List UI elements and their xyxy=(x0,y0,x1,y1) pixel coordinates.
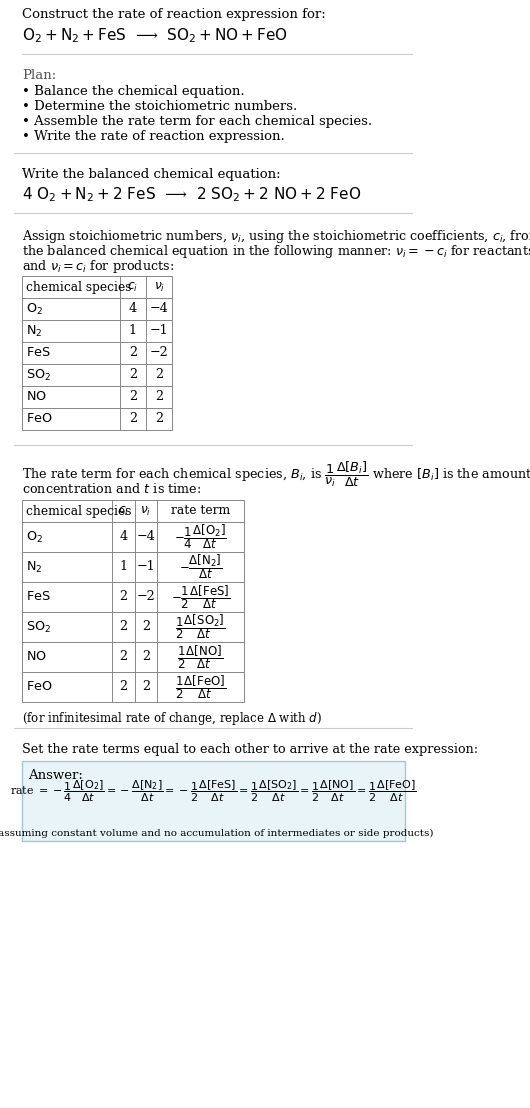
Text: concentration and $t$ is time:: concentration and $t$ is time: xyxy=(22,482,201,496)
Text: • Balance the chemical equation.: • Balance the chemical equation. xyxy=(22,85,244,98)
Text: (for infinitesimal rate of change, replace $\Delta$ with $d$): (for infinitesimal rate of change, repla… xyxy=(22,710,322,727)
Text: Answer:: Answer: xyxy=(28,769,83,782)
Text: Construct the rate of reaction expression for:: Construct the rate of reaction expressio… xyxy=(22,8,325,21)
Text: and $\nu_i = c_i$ for products:: and $\nu_i = c_i$ for products: xyxy=(22,258,174,275)
Text: −2: −2 xyxy=(137,591,155,604)
Bar xyxy=(22,761,405,841)
Text: $\mathrm{N_2}$: $\mathrm{N_2}$ xyxy=(26,560,43,575)
Text: 2: 2 xyxy=(142,650,150,664)
Text: $\dfrac{1}{2}\dfrac{\Delta[\mathrm{NO}]}{\Delta t}$: $\dfrac{1}{2}\dfrac{\Delta[\mathrm{NO}]}… xyxy=(178,643,224,670)
Text: $\dfrac{1}{2}\dfrac{\Delta[\mathrm{FeO}]}{\Delta t}$: $\dfrac{1}{2}\dfrac{\Delta[\mathrm{FeO}]… xyxy=(175,674,226,701)
Text: −2: −2 xyxy=(150,347,169,359)
Text: 2: 2 xyxy=(129,390,137,403)
Text: $\nu_i$: $\nu_i$ xyxy=(154,280,165,294)
Text: $-\dfrac{\Delta[\mathrm{N_2}]}{\Delta t}$: $-\dfrac{\Delta[\mathrm{N_2}]}{\Delta t}… xyxy=(179,553,222,582)
Text: $\nu_i$: $\nu_i$ xyxy=(140,504,152,517)
Text: −4: −4 xyxy=(137,531,155,544)
Text: Assign stoichiometric numbers, $\nu_i$, using the stoichiometric coefficients, $: Assign stoichiometric numbers, $\nu_i$, … xyxy=(22,228,530,245)
Text: $c_i$: $c_i$ xyxy=(118,504,129,517)
Text: 2: 2 xyxy=(142,620,150,634)
Text: $-\dfrac{1}{2}\dfrac{\Delta[\mathrm{FeS}]}{\Delta t}$: $-\dfrac{1}{2}\dfrac{\Delta[\mathrm{FeS}… xyxy=(171,583,230,611)
Text: $\mathrm{SO_2}$: $\mathrm{SO_2}$ xyxy=(26,368,51,382)
Text: 2: 2 xyxy=(129,412,137,425)
Text: $\mathrm{O_2 + N_2 + FeS}$  ⟶  $\mathrm{SO_2 + NO + FeO}$: $\mathrm{O_2 + N_2 + FeS}$ ⟶ $\mathrm{SO… xyxy=(22,25,288,44)
Text: $\mathrm{SO_2}$: $\mathrm{SO_2}$ xyxy=(26,619,51,635)
Text: −1: −1 xyxy=(150,325,169,338)
Text: $\mathrm{FeS}$: $\mathrm{FeS}$ xyxy=(26,591,51,604)
Text: $\mathrm{FeO}$: $\mathrm{FeO}$ xyxy=(26,412,53,425)
Text: Plan:: Plan: xyxy=(22,69,56,82)
Text: $\mathrm{N_2}$: $\mathrm{N_2}$ xyxy=(26,324,43,339)
Text: 1: 1 xyxy=(129,325,137,338)
Text: $\mathrm{4\ O_2 + N_2 + 2\ FeS}$  ⟶  $\mathrm{2\ SO_2 + 2\ NO + 2\ FeO}$: $\mathrm{4\ O_2 + N_2 + 2\ FeS}$ ⟶ $\mat… xyxy=(22,185,361,204)
Bar xyxy=(22,276,172,430)
Bar xyxy=(22,500,244,702)
Text: rate $= -\dfrac{1}{4}\dfrac{\Delta[\mathrm{O_2}]}{\Delta t} = -\dfrac{\Delta[\ma: rate $= -\dfrac{1}{4}\dfrac{\Delta[\math… xyxy=(10,778,417,803)
Text: $\mathrm{FeS}$: $\mathrm{FeS}$ xyxy=(26,347,51,359)
Text: • Assemble the rate term for each chemical species.: • Assemble the rate term for each chemic… xyxy=(22,115,372,129)
Text: −1: −1 xyxy=(137,561,155,574)
Text: Write the balanced chemical equation:: Write the balanced chemical equation: xyxy=(22,168,280,181)
Text: 2: 2 xyxy=(119,620,127,634)
Text: $-\dfrac{1}{4}\dfrac{\Delta[\mathrm{O_2}]}{\Delta t}$: $-\dfrac{1}{4}\dfrac{\Delta[\mathrm{O_2}… xyxy=(174,523,227,552)
Text: The rate term for each chemical species, $B_i$, is $\dfrac{1}{\nu_i}\dfrac{\Delt: The rate term for each chemical species,… xyxy=(22,460,530,490)
Text: 2: 2 xyxy=(129,369,137,381)
Text: (assuming constant volume and no accumulation of intermediates or side products): (assuming constant volume and no accumul… xyxy=(0,829,434,838)
Text: 2: 2 xyxy=(119,591,127,604)
Text: • Determine the stoichiometric numbers.: • Determine the stoichiometric numbers. xyxy=(22,100,297,113)
Text: chemical species: chemical species xyxy=(26,504,132,517)
Text: $\mathrm{NO}$: $\mathrm{NO}$ xyxy=(26,650,47,664)
Text: Set the rate terms equal to each other to arrive at the rate expression:: Set the rate terms equal to each other t… xyxy=(22,743,478,756)
Text: $\mathrm{O_2}$: $\mathrm{O_2}$ xyxy=(26,301,43,317)
Text: 2: 2 xyxy=(142,680,150,694)
Text: 2: 2 xyxy=(155,390,163,403)
Text: 4: 4 xyxy=(129,302,137,316)
Text: • Write the rate of reaction expression.: • Write the rate of reaction expression. xyxy=(22,130,285,143)
Text: −4: −4 xyxy=(150,302,169,316)
Text: $\mathrm{O_2}$: $\mathrm{O_2}$ xyxy=(26,530,43,544)
Text: 2: 2 xyxy=(119,680,127,694)
Text: 2: 2 xyxy=(155,369,163,381)
Text: the balanced chemical equation in the following manner: $\nu_i = -c_i$ for react: the balanced chemical equation in the fo… xyxy=(22,243,530,260)
Text: $c_i$: $c_i$ xyxy=(127,280,138,294)
Text: $\mathrm{NO}$: $\mathrm{NO}$ xyxy=(26,390,47,403)
Text: 1: 1 xyxy=(119,561,127,574)
Text: $\dfrac{1}{2}\dfrac{\Delta[\mathrm{SO_2}]}{\Delta t}$: $\dfrac{1}{2}\dfrac{\Delta[\mathrm{SO_2}… xyxy=(175,613,226,642)
Text: 4: 4 xyxy=(119,531,127,544)
Text: chemical species: chemical species xyxy=(26,280,132,294)
Text: rate term: rate term xyxy=(171,504,230,517)
Text: 2: 2 xyxy=(129,347,137,359)
Text: 2: 2 xyxy=(119,650,127,664)
Text: 2: 2 xyxy=(155,412,163,425)
Text: $\mathrm{FeO}$: $\mathrm{FeO}$ xyxy=(26,680,53,694)
